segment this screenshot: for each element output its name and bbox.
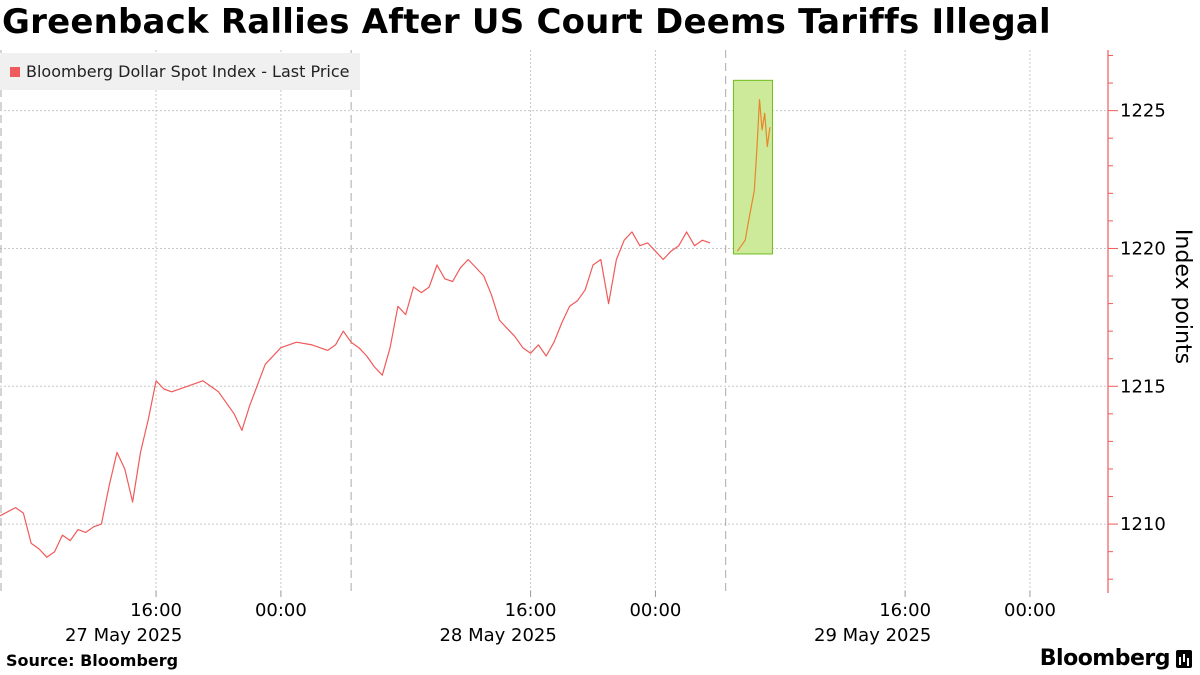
chart-title: Greenback Rallies After US Court Deems T… — [2, 2, 1051, 42]
series-lines — [0, 99, 771, 558]
x-tick-label: 16:00 — [130, 600, 182, 621]
y-tick-label: 1225 — [1120, 101, 1166, 122]
y-tick-label: 1215 — [1120, 376, 1166, 397]
x-tick-label: 00:00 — [255, 600, 307, 621]
brand-name: Bloomberg — [1039, 646, 1171, 671]
highlight-box — [732, 79, 773, 255]
x-tick-label: 00:00 — [1004, 600, 1056, 621]
y-tick-label: 1220 — [1120, 238, 1166, 259]
legend-label: Bloomberg Dollar Spot Index - Last Price — [26, 62, 350, 81]
source-note: Source: Bloomberg — [6, 651, 179, 670]
legend: Bloomberg Dollar Spot Index - Last Price — [0, 53, 360, 90]
x-axis: 16:00 00:00 16:00 00:00 16:00 00:00 27 May 202… — [65, 600, 1056, 646]
bloomberg-terminal-icon — [1176, 649, 1192, 668]
brand-logo: Bloomberg — [1040, 646, 1192, 671]
y-tick-label: 1210 — [1120, 514, 1166, 535]
legend-swatch — [10, 66, 20, 77]
x-date-label: 28 May 2025 — [439, 625, 556, 646]
gridlines — [0, 50, 1108, 597]
y-axis-label: Index points — [1170, 229, 1195, 364]
series-line-post-ruling — [736, 99, 771, 252]
y-axis: 1210 1215 1220 1225 Index points — [1107, 50, 1195, 593]
x-date-label: 27 May 2025 — [65, 625, 182, 646]
highlight-region — [732, 79, 773, 255]
x-tick-label: 16:00 — [505, 600, 557, 621]
series-line-dollar-index — [0, 231, 711, 558]
x-date-label: 29 May 2025 — [814, 625, 931, 646]
x-tick-label: 16:00 — [879, 600, 931, 621]
x-tick-label: 00:00 — [629, 600, 681, 621]
